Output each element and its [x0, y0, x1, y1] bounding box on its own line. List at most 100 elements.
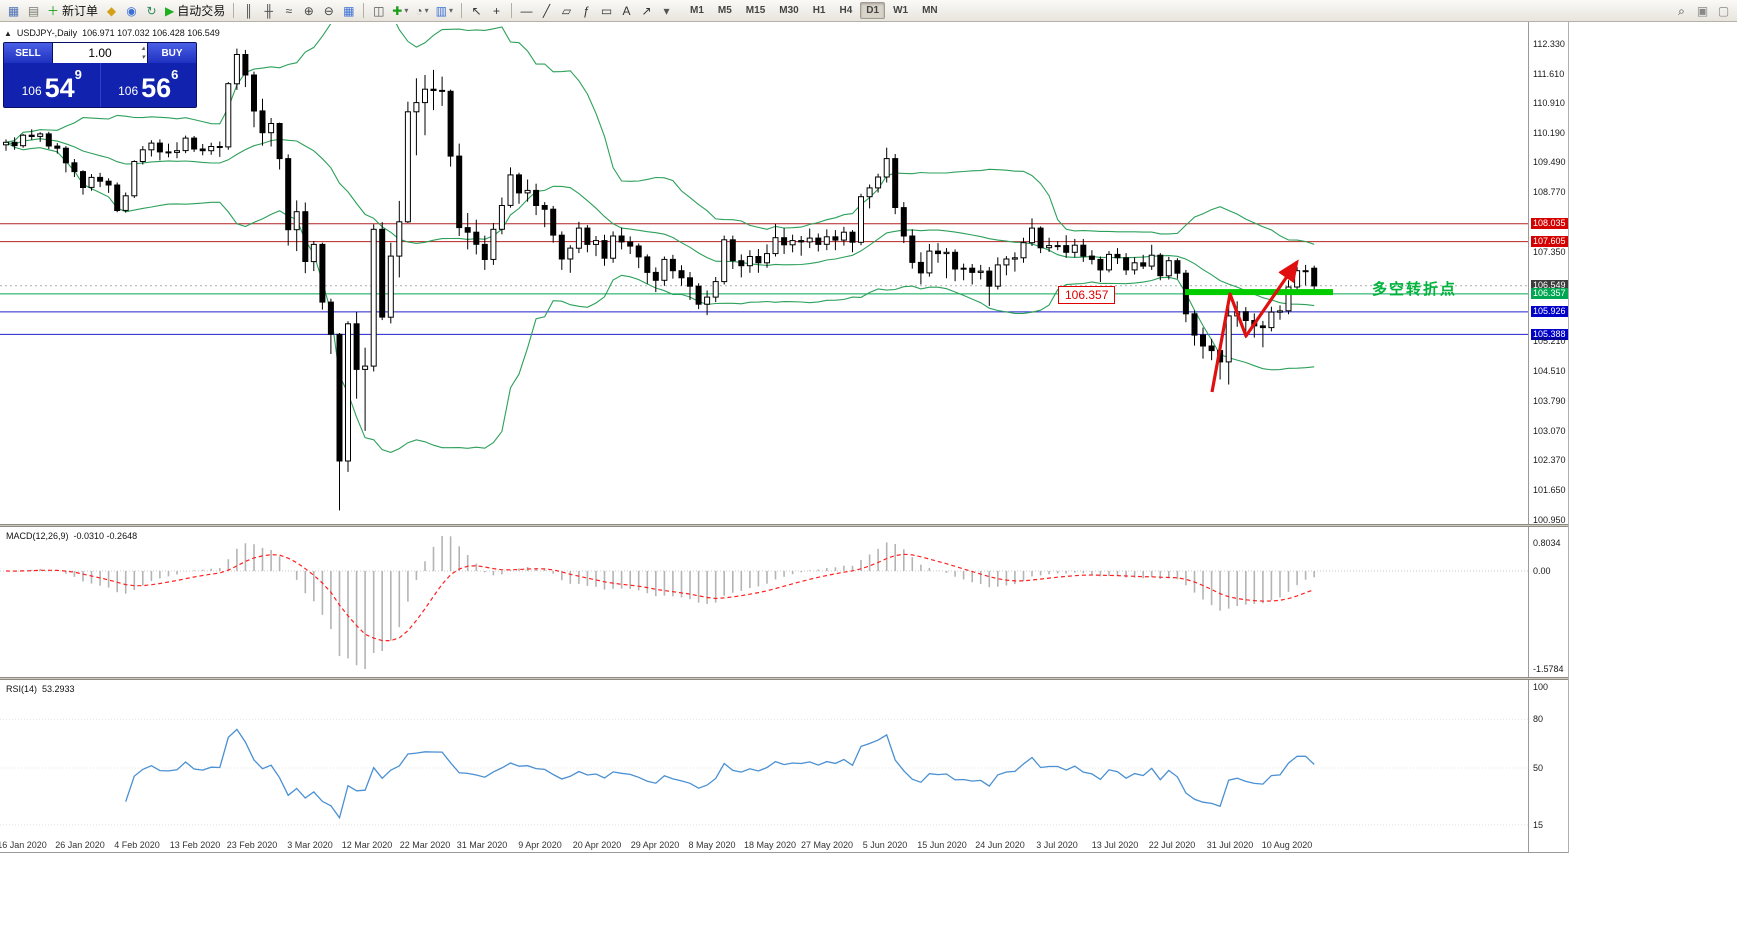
cursor-icon[interactable]: ↖ — [467, 2, 486, 20]
zoom-out-icon[interactable]: ⊖ — [319, 2, 338, 20]
date-axis-label: 31 Jul 2020 — [1206, 840, 1254, 850]
timeframe-m30[interactable]: M30 — [779, 5, 799, 16]
macd-axis-label: -1.5784 — [1533, 664, 1564, 674]
buy-price-display[interactable]: 106 56 6 — [101, 63, 197, 107]
chevron-down-icon: ▾ — [448, 6, 453, 15]
autotrading-button[interactable]: ▶ 自动交易 — [162, 2, 228, 20]
favorites-icon: ▣ — [1696, 3, 1709, 18]
macd-splitter[interactable] — [0, 524, 1568, 527]
refresh-icon: ↻ — [146, 3, 157, 18]
toolbar-separator — [363, 3, 365, 18]
refresh-icon[interactable]: ↻ — [142, 2, 161, 20]
search-icon: ⌕ — [1678, 3, 1685, 18]
crosshair-icon[interactable]: + — [487, 2, 506, 20]
line-chart-icon[interactable]: ≈ — [279, 2, 298, 20]
spinner-up-icon[interactable]: ▴ — [141, 45, 145, 52]
channel-icon[interactable]: ▱ — [557, 2, 576, 20]
price-axis-label: 109.490 — [1533, 157, 1566, 167]
buy-button[interactable]: BUY — [148, 43, 196, 63]
price-axis-label: 110.910 — [1533, 98, 1565, 108]
timeframe-mn[interactable]: MN — [922, 5, 938, 16]
shapes-icon[interactable]: ▭ — [597, 2, 616, 20]
date-axis-label: 18 May 2020 — [743, 840, 797, 850]
tools-dropdown-icon[interactable]: ▾ — [657, 2, 676, 20]
rsi-value: 53.2933 — [42, 684, 75, 694]
timeframe-h4[interactable]: H4 — [839, 5, 853, 16]
new-order-button: ＋ — [47, 3, 60, 18]
shapes-icon: ▭ — [600, 3, 613, 18]
grid-icon[interactable]: ▦ — [339, 2, 358, 20]
macd-chart[interactable] — [0, 528, 1528, 676]
bar-chart-icon[interactable]: ║ — [239, 2, 258, 20]
text-icon: A — [622, 3, 631, 18]
date-axis-label: 4 Feb 2020 — [114, 840, 160, 850]
spinner-down-icon[interactable]: ▾ — [141, 54, 145, 61]
timeframe-m15[interactable]: M15 — [745, 5, 766, 16]
buy-price-pips: 56 — [141, 73, 172, 103]
arrow-tool-icon: ↗ — [641, 3, 652, 18]
arrow-tool-icon[interactable]: ↗ — [637, 2, 656, 20]
rsi-chart[interactable] — [0, 681, 1528, 838]
metaeditor-icon[interactable]: ◆ — [102, 2, 121, 20]
toolbar-separator — [233, 3, 235, 18]
date-axis-label: 15 Jun 2020 — [917, 840, 967, 850]
text-icon[interactable]: A — [617, 2, 636, 20]
price-axis-label: 101.650 — [1533, 485, 1566, 495]
sell-button[interactable]: SELL — [4, 43, 52, 63]
date-axis-label: 5 Jun 2020 — [862, 840, 908, 850]
timeframe-m5[interactable]: M5 — [717, 5, 732, 16]
rsi-axis-label: 50 — [1533, 763, 1544, 773]
accounts-icon: ◉ — [126, 3, 137, 18]
price-level-label: 105.388 — [1531, 329, 1568, 340]
volume-input[interactable]: 1.00 ▴ ▾ — [52, 43, 148, 63]
volume-value: 1.00 — [88, 46, 112, 60]
sell-price-pips: 54 — [44, 73, 75, 103]
fibonacci-icon[interactable]: ƒ — [577, 2, 596, 20]
toolbar-separator — [460, 3, 462, 18]
price-axis-label: 103.070 — [1533, 426, 1566, 436]
date-axis-label: 29 Apr 2020 — [630, 840, 680, 850]
favorites-icon[interactable]: ▣ — [1693, 2, 1712, 20]
help-icon[interactable]: ▢ — [1714, 2, 1733, 20]
one-click-trading-panel: SELL 1.00 ▴ ▾ BUY 106 54 9 106 56 6 — [3, 42, 197, 108]
templates-button: ▥ — [435, 3, 447, 18]
new-chart-icon[interactable]: ▦ — [4, 2, 23, 20]
date-axis-label: 8 May 2020 — [688, 840, 736, 850]
price-axis-border — [1528, 22, 1529, 853]
zoom-in-icon[interactable]: ⊕ — [299, 2, 318, 20]
price-level-callout[interactable]: 106.357 — [1058, 286, 1116, 304]
timeframe-h1[interactable]: H1 — [812, 5, 826, 16]
date-axis-label: 3 Jul 2020 — [1036, 840, 1078, 850]
periods-button[interactable]: ◔ ▾ — [412, 2, 431, 20]
rsi-splitter[interactable] — [0, 677, 1568, 680]
price-axis-label: 104.510 — [1533, 366, 1566, 376]
chart-window-bottom-border — [0, 852, 1568, 853]
timeframe-d1[interactable]: D1 — [860, 2, 886, 19]
tile-windows-icon: ◫ — [373, 3, 385, 18]
collapse-panel-icon[interactable]: ▲ — [4, 28, 12, 38]
volume-spinner[interactable]: ▴ ▾ — [141, 44, 145, 62]
candlestick-icon[interactable]: ╫ — [259, 2, 278, 20]
timeframe-m1[interactable]: M1 — [689, 5, 704, 16]
price-chart[interactable] — [0, 24, 1528, 524]
rsi-title: RSI(14) — [6, 684, 38, 694]
new-order-button[interactable]: ＋新订单 — [44, 2, 101, 20]
chevron-down-icon: ▾ — [404, 6, 409, 15]
sell-price-display[interactable]: 106 54 9 — [4, 63, 101, 107]
autotrading-button: ▶ — [165, 3, 175, 18]
tile-windows-icon[interactable]: ◫ — [369, 2, 388, 20]
horizontal-line-icon[interactable]: — — [517, 2, 536, 20]
profiles-icon[interactable]: ▤ — [24, 2, 43, 20]
search-icon[interactable]: ⌕ — [1672, 2, 1691, 20]
date-axis-label: 23 Feb 2020 — [226, 840, 278, 850]
periods-button: ◔ — [415, 3, 423, 18]
turning-point-annotation[interactable]: 多空转折点 — [1372, 281, 1458, 298]
trendline-icon[interactable]: ╱ — [537, 2, 556, 20]
price-axis-label: 103.790 — [1533, 396, 1566, 406]
accounts-icon[interactable]: ◉ — [122, 2, 141, 20]
indicators-button[interactable]: ✚ ▾ — [389, 2, 411, 20]
timeframe-w1[interactable]: W1 — [893, 5, 909, 16]
chart-symbol-period: USDJPY-,Daily — [16, 28, 78, 38]
line-chart-icon: ≈ — [285, 3, 293, 18]
templates-button[interactable]: ▥ ▾ — [433, 2, 456, 20]
